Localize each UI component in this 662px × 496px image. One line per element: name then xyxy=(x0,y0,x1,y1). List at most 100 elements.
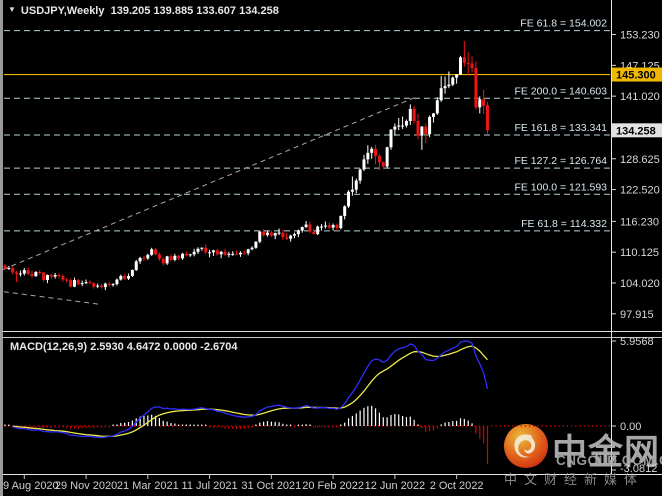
fib-level-label: FE 200.0 = 140.603 xyxy=(514,85,607,97)
candle-body xyxy=(215,250,219,255)
candle-body xyxy=(72,280,76,287)
candle-body xyxy=(478,99,482,108)
dropdown-arrow-icon[interactable]: ▼ xyxy=(8,5,16,14)
price-axis-label: 122.520 xyxy=(620,185,660,197)
candle-body xyxy=(370,148,374,153)
candle-body xyxy=(339,215,343,229)
fib-level-label: FE 61.8 = 154.002 xyxy=(520,18,607,30)
candle-body xyxy=(142,257,146,259)
candle-body xyxy=(354,180,358,190)
candle-body xyxy=(192,251,196,255)
date-axis-label[interactable]: 21 Mar 2021 xyxy=(117,480,179,492)
candle-body xyxy=(92,283,96,287)
candle-body xyxy=(404,121,408,126)
time-axis-separator xyxy=(3,474,662,475)
trendline[interactable] xyxy=(2,97,415,270)
candle-body xyxy=(184,253,188,256)
candle-body xyxy=(196,248,200,252)
candle-body xyxy=(223,251,227,255)
candle-body xyxy=(401,125,405,127)
candle-body xyxy=(412,108,416,122)
candle-body xyxy=(320,226,324,228)
candle-body xyxy=(296,230,300,235)
price-axis-label: 116.230 xyxy=(620,216,659,228)
date-axis-label[interactable]: 9 Aug 2020 xyxy=(3,480,59,492)
date-axis-label[interactable]: 31 Oct 2021 xyxy=(241,480,301,492)
candle-body xyxy=(107,283,111,285)
fib-level-label: FE 161.8 = 133.341 xyxy=(514,122,607,134)
date-axis-label[interactable]: 12 Jun 2022 xyxy=(365,480,426,492)
candle-body xyxy=(200,247,204,249)
candle-body xyxy=(7,267,11,269)
candle-body xyxy=(431,113,435,117)
candle-body xyxy=(262,231,266,236)
candle-body xyxy=(455,74,459,78)
candle-body xyxy=(443,86,447,89)
candle-body xyxy=(335,225,339,229)
date-axis-label[interactable]: 20 Feb 2022 xyxy=(302,480,364,492)
price-axis-label: 110.125 xyxy=(620,247,659,259)
candle-body xyxy=(323,225,327,227)
candle-body xyxy=(100,285,103,288)
candle-body xyxy=(138,257,142,262)
fib-level-label: FE 100.0 = 121.593 xyxy=(514,181,607,193)
candle-body xyxy=(285,237,289,239)
candle-body xyxy=(211,250,215,253)
candle-body xyxy=(246,249,250,254)
candle-body xyxy=(119,276,123,280)
window-border xyxy=(0,0,3,496)
ohlc-values: 139.205 139.885 133.607 134.258 xyxy=(110,5,279,17)
candle-body xyxy=(38,272,42,274)
macd-signal-line xyxy=(12,345,488,437)
candle-body xyxy=(331,225,335,228)
candle-body xyxy=(238,252,242,255)
candle-body xyxy=(393,126,397,130)
price-axis-label: 153.230 xyxy=(620,30,660,42)
candle-body xyxy=(474,67,478,108)
macd-axis-label: -3.0812 xyxy=(620,463,657,475)
candle-body xyxy=(470,63,474,68)
price-axis-label: 104.020 xyxy=(620,278,660,290)
candle-body xyxy=(88,282,92,284)
candle-body xyxy=(312,231,316,235)
candle-body xyxy=(308,224,312,232)
candle-body xyxy=(84,282,88,284)
price-axis-label: 97.915 xyxy=(620,309,654,321)
candle-body xyxy=(231,253,235,255)
candle-body xyxy=(439,88,443,101)
candle-body xyxy=(242,252,246,254)
alert-price-box[interactable] xyxy=(612,67,662,82)
trendline[interactable] xyxy=(3,291,101,305)
candle-body xyxy=(11,267,15,273)
candle-body xyxy=(34,272,38,277)
candle-body xyxy=(250,247,254,250)
candle-body xyxy=(69,280,73,287)
candle-body xyxy=(115,279,119,285)
candle-body xyxy=(385,147,389,167)
candle-body xyxy=(177,255,181,259)
candle-body xyxy=(157,254,161,259)
date-axis-label[interactable]: 11 Jul 2021 xyxy=(182,480,238,492)
fib-level-label: FE 127.2 = 126.764 xyxy=(514,155,607,167)
candle-body xyxy=(146,254,150,259)
candle-body xyxy=(49,275,53,277)
candle-body xyxy=(22,269,26,274)
candle-body xyxy=(300,227,304,231)
pane-splitter[interactable] xyxy=(3,337,662,338)
candle-body xyxy=(30,274,34,277)
alert-price-text: 145.300 xyxy=(616,70,656,82)
candle-body xyxy=(416,121,420,136)
pane-splitter[interactable] xyxy=(3,331,662,332)
date-axis-label[interactable]: 2 Oct 2022 xyxy=(430,480,484,492)
candle-body xyxy=(428,116,432,135)
candle-body xyxy=(389,129,393,148)
candle-body xyxy=(482,99,486,106)
candle-body xyxy=(424,126,428,135)
date-axis-label[interactable]: 29 Nov 2020 xyxy=(55,480,117,492)
candle-body xyxy=(111,284,115,286)
current-price-box xyxy=(612,123,662,138)
candle-body xyxy=(169,256,173,260)
candle-body xyxy=(397,125,401,127)
